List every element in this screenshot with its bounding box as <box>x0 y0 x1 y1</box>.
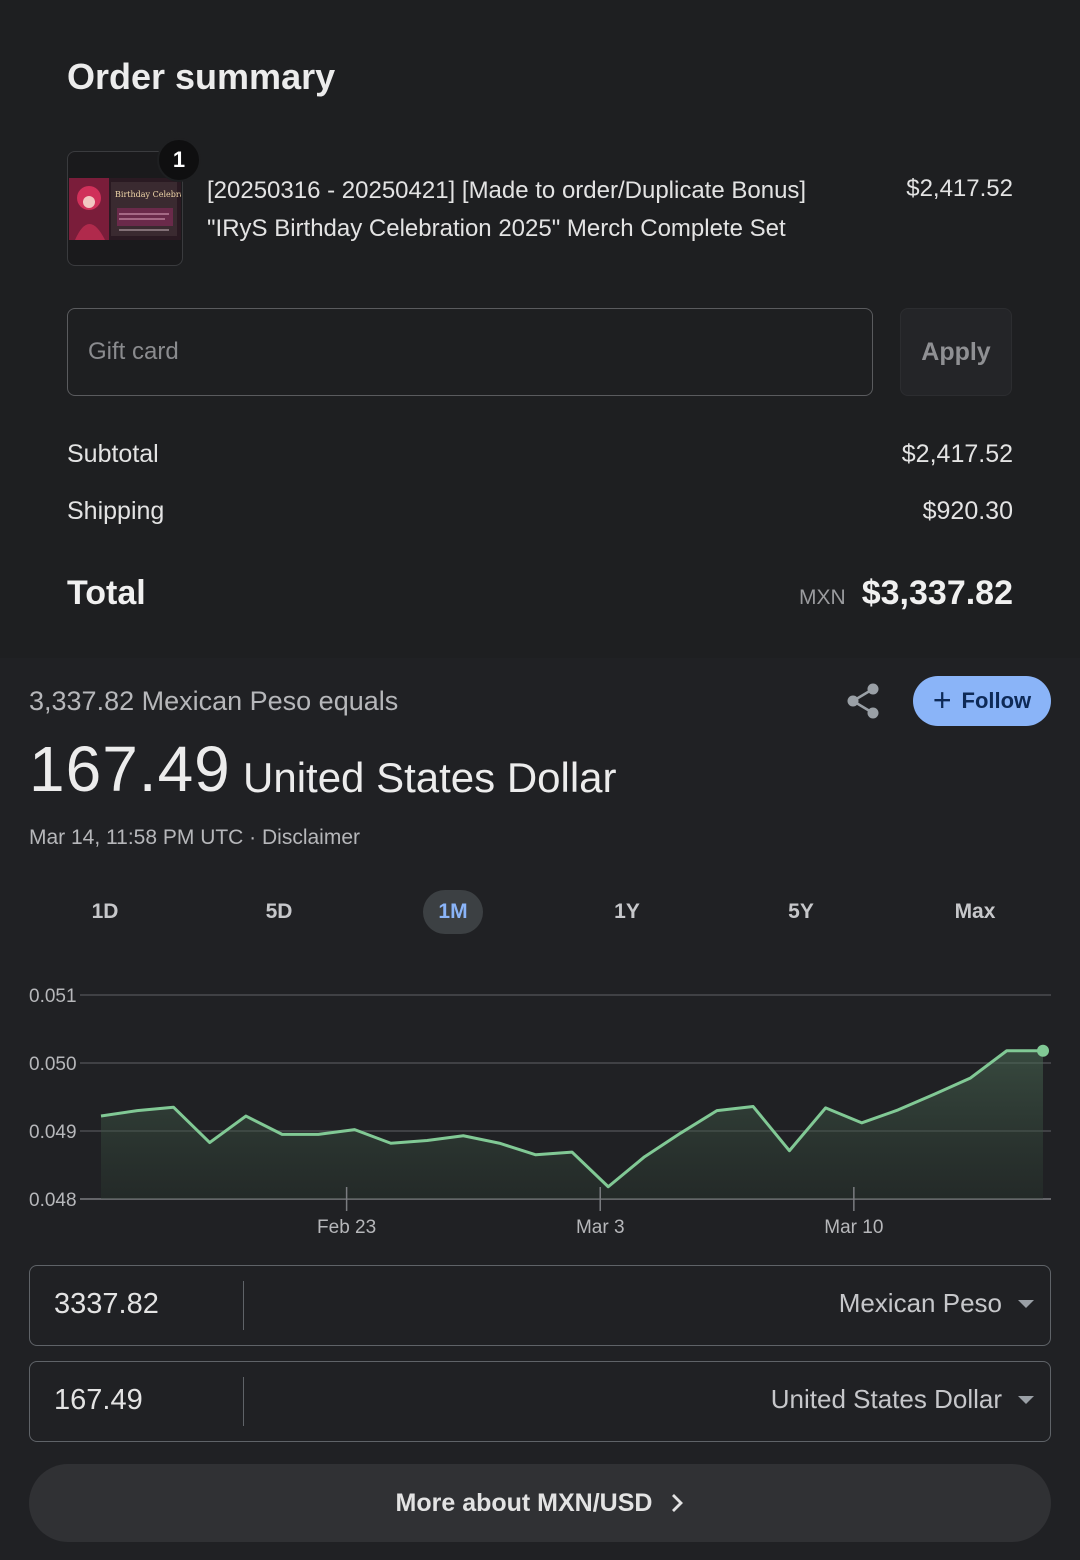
total-currency-code: MXN <box>799 586 846 609</box>
share-icon[interactable] <box>845 682 881 720</box>
gift-card-field[interactable] <box>67 308 873 396</box>
chart-svg: 0.051 0.050 0.049 0.048 Feb 23 Mar 3 Mar 10 <box>29 986 1051 1238</box>
product-image: Birthday Celebration <box>69 178 181 240</box>
order-summary-panel: Order summary Birthday Celebration 1 [20… <box>0 0 1080 658</box>
tab-5d[interactable]: 5D <box>265 900 293 923</box>
total-label: Total <box>67 574 146 612</box>
area-fill <box>101 1050 1043 1199</box>
product-name-line2: "IRyS Birthday Celebration 2025" Merch C… <box>207 215 786 242</box>
field-divider <box>243 1281 244 1330</box>
result-amount: 167.49 <box>29 733 231 805</box>
field-divider <box>243 1377 244 1426</box>
x-tick-label: Feb 23 <box>317 1217 376 1238</box>
product-thumbnail[interactable]: Birthday Celebration 1 <box>67 138 201 266</box>
y-tick-label: 0.048 <box>29 1190 77 1211</box>
product-name-line1: [20250316 - 20250421] [Made to order/Dup… <box>207 177 807 204</box>
product-price: $2,417.52 <box>906 175 1013 202</box>
y-tick-label: 0.049 <box>29 1122 77 1143</box>
tab-5y[interactable]: 5Y <box>788 900 814 923</box>
dropdown-arrow-icon[interactable] <box>1018 1396 1034 1404</box>
subtotal-value: $2,417.52 <box>901 440 1013 468</box>
tab-1y[interactable]: 1Y <box>614 900 640 923</box>
more-about-button[interactable]: More about MXN/USD <box>29 1464 1051 1542</box>
to-currency-select[interactable]: United States Dollar <box>770 1384 1002 1414</box>
conversion-source-text: 3,337.82 Mexican Peso equals <box>29 686 399 716</box>
y-tick-label: 0.050 <box>29 1054 77 1075</box>
to-amount-input[interactable]: 167.49 <box>54 1384 143 1416</box>
apply-button[interactable]: Apply <box>900 308 1012 396</box>
from-currency-field[interactable]: 3337.82 Mexican Peso <box>29 1265 1051 1346</box>
thumbnail-caption: Birthday Celebration <box>115 190 181 199</box>
series-line <box>100 1049 1043 1189</box>
quantity-badge: 1 <box>157 138 201 182</box>
tab-1d[interactable]: 1D <box>91 900 119 923</box>
order-summary-title: Order summary <box>67 56 336 97</box>
to-currency-field[interactable]: 167.49 United States Dollar <box>29 1361 1051 1442</box>
more-about-label: More about MXN/USD <box>395 1488 653 1517</box>
last-value-dot <box>1037 1044 1049 1057</box>
from-currency-select[interactable]: Mexican Peso <box>838 1288 1002 1318</box>
timestamp-disclaimer[interactable]: Mar 14, 11:58 PM UTC · Disclaimer <box>29 826 361 849</box>
tab-1m[interactable]: 1M <box>423 890 483 934</box>
tab-max[interactable]: Max <box>954 900 996 923</box>
follow-label: Follow <box>961 688 1032 713</box>
from-amount-input[interactable]: 3337.82 <box>54 1288 159 1320</box>
follow-button[interactable]: + Follow <box>913 676 1051 726</box>
dropdown-arrow-icon[interactable] <box>1018 1300 1034 1308</box>
shipping-label: Shipping <box>67 497 165 525</box>
subtotal-label: Subtotal <box>67 440 159 468</box>
x-tick-label: Mar 3 <box>576 1217 625 1238</box>
plus-icon: + <box>932 681 952 718</box>
x-tick-label: Mar 10 <box>824 1217 883 1238</box>
gift-card-input[interactable] <box>68 309 872 395</box>
total-value: $3,337.82 <box>861 574 1013 612</box>
shipping-value: $920.30 <box>922 497 1013 525</box>
y-tick-label: 0.051 <box>29 986 77 1007</box>
result-currency: United States Dollar <box>243 754 617 801</box>
exchange-rate-chart[interactable]: 0.051 0.050 0.049 0.048 Feb 23 Mar 3 Mar 10 <box>0 978 1080 1242</box>
range-tabs: 1D 5D 1M 1Y 5Y Max <box>0 890 1080 936</box>
product-name: [20250316 - 20250421] [Made to order/Dup… <box>207 172 867 248</box>
chevron-right-icon <box>672 1494 684 1512</box>
currency-converter-panel: 3,337.82 Mexican Peso equals + Follow 16… <box>0 658 1080 1560</box>
